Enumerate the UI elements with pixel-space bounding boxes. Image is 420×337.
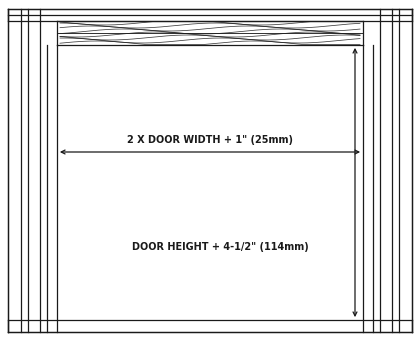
Polygon shape — [28, 9, 40, 332]
Polygon shape — [8, 320, 412, 332]
Text: DOOR HEIGHT + 4-1/2" (114mm): DOOR HEIGHT + 4-1/2" (114mm) — [131, 242, 308, 252]
Text: 2 X DOOR WIDTH + 1" (25mm): 2 X DOOR WIDTH + 1" (25mm) — [127, 135, 293, 145]
Polygon shape — [363, 45, 373, 332]
Polygon shape — [399, 9, 412, 332]
Polygon shape — [57, 21, 363, 45]
Polygon shape — [57, 45, 363, 320]
Polygon shape — [8, 9, 412, 21]
Polygon shape — [47, 45, 57, 332]
Polygon shape — [8, 9, 21, 332]
Polygon shape — [380, 9, 392, 332]
